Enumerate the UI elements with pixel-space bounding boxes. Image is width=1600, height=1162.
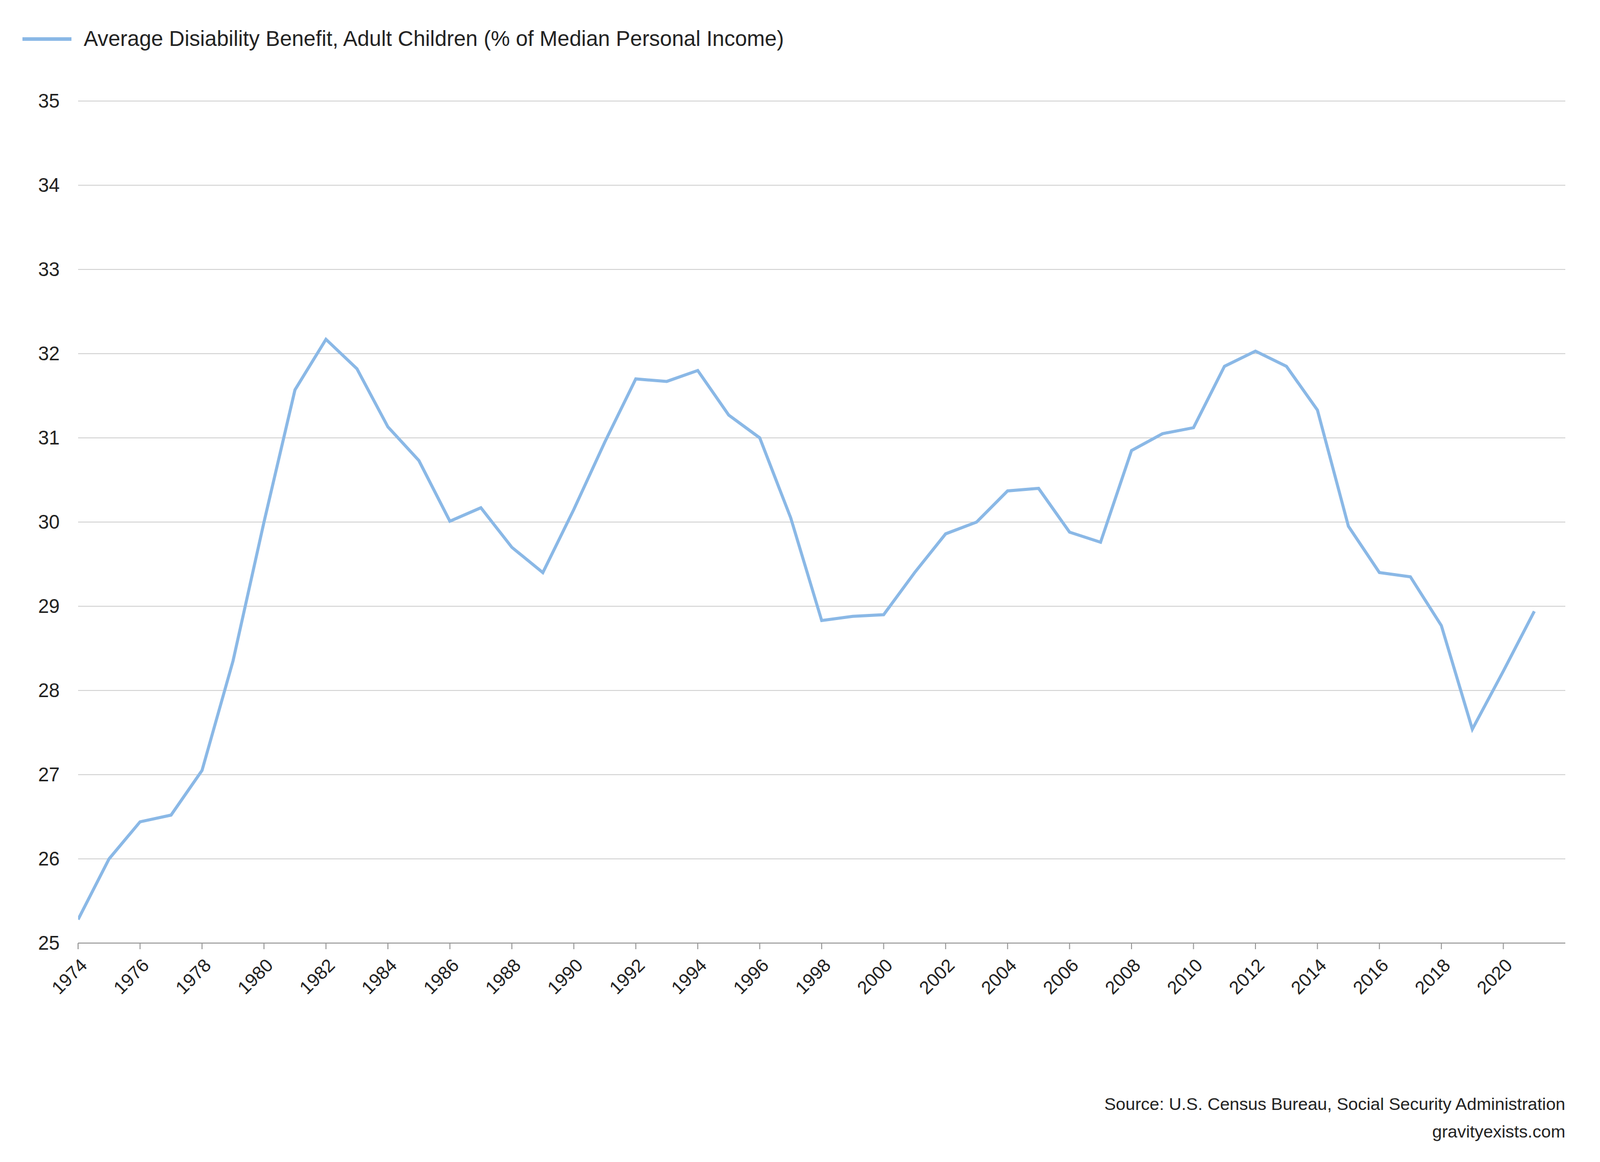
- svg-text:2008: 2008: [1100, 954, 1145, 999]
- svg-text:2018: 2018: [1410, 954, 1455, 999]
- svg-text:2000: 2000: [852, 954, 897, 999]
- svg-text:1990: 1990: [543, 954, 587, 999]
- svg-text:1986: 1986: [419, 954, 463, 999]
- svg-text:1984: 1984: [357, 954, 402, 999]
- svg-text:1994: 1994: [667, 954, 711, 999]
- html-text:Source: U.S. Census Bureau, So: Source: U.S. Census Bureau, Social Secur…: [1104, 1094, 1566, 1114]
- svg-text:29: 29: [38, 595, 60, 618]
- svg-text:35: 35: [38, 90, 60, 112]
- svg-text:30: 30: [38, 511, 60, 533]
- svg-text:2020: 2020: [1472, 954, 1517, 999]
- svg-text:2014: 2014: [1286, 954, 1331, 999]
- svg-text:34: 34: [38, 174, 60, 196]
- svg-text:32: 32: [38, 342, 60, 365]
- svg-text:33: 33: [38, 258, 60, 281]
- svg-text:28: 28: [38, 679, 60, 702]
- svg-text:1974: 1974: [47, 954, 92, 999]
- svg-text:1988: 1988: [481, 954, 526, 999]
- svg-text:2006: 2006: [1038, 954, 1083, 999]
- svg-text:25: 25: [38, 932, 60, 954]
- svg-text:2002: 2002: [915, 954, 959, 999]
- svg-text:2004: 2004: [976, 954, 1021, 999]
- svg-text:2010: 2010: [1162, 954, 1207, 999]
- svg-text:1996: 1996: [728, 954, 773, 999]
- svg-text:2016: 2016: [1348, 954, 1393, 999]
- svg-text:1998: 1998: [791, 954, 835, 999]
- html-text:gravityexists.com: gravityexists.com: [1432, 1121, 1566, 1142]
- svg-text:26: 26: [38, 848, 60, 870]
- svg-text:1982: 1982: [294, 954, 339, 999]
- svg-text:1976: 1976: [109, 954, 154, 999]
- svg-text:27: 27: [38, 764, 60, 786]
- svg-text:2012: 2012: [1224, 954, 1269, 999]
- svg-text:1992: 1992: [605, 954, 650, 999]
- svg-text:1980: 1980: [233, 954, 278, 999]
- html-text:Average Disiability Benefit, A: Average Disiability Benefit, Adult Child…: [83, 26, 784, 51]
- svg-text:31: 31: [38, 427, 60, 449]
- svg-text:1978: 1978: [171, 954, 216, 999]
